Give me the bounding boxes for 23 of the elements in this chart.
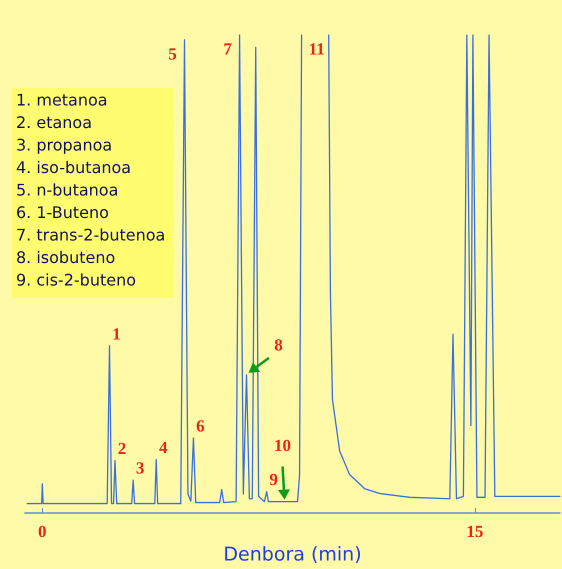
annotation: 1. metanoa: [16, 90, 108, 110]
x-tick-label: 15: [466, 522, 484, 542]
annotation: 3. propanoa: [16, 136, 112, 154]
annotation: 7: [223, 40, 232, 58]
annotation: 9. cis-2-buteno: [16, 270, 136, 290]
annotation: 1: [112, 324, 121, 344]
annotation: 9: [269, 470, 278, 490]
annotation: 11: [308, 40, 325, 58]
annotation: 5. n-butanoa: [16, 180, 118, 200]
x-axis-title: Denbora (min): [223, 544, 362, 566]
annotation: 10: [274, 436, 292, 456]
annotation: 8: [274, 335, 283, 354]
annotation: 2. etanoa: [16, 113, 92, 132]
annotation: 5: [168, 44, 177, 64]
annotation: 7. trans-2-butenoa: [16, 226, 166, 244]
x-tick-label: 0: [38, 522, 47, 542]
annotation: 3: [136, 458, 144, 478]
annotation: 2: [118, 439, 126, 458]
annotation: 8. isobuteno: [16, 248, 116, 267]
annotation: 6. 1-Buteno: [16, 203, 109, 222]
annotation: 4: [158, 438, 168, 458]
annotation: 6: [196, 416, 205, 436]
annotation: 4. iso-butanoa: [16, 158, 132, 177]
